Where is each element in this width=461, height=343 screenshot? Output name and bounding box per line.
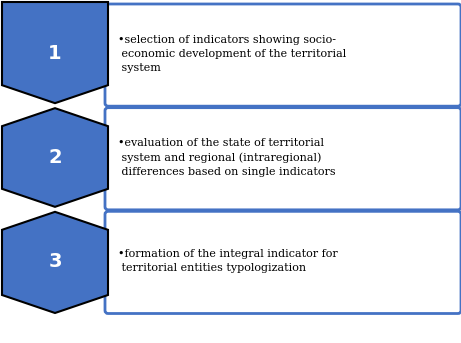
Polygon shape: [2, 108, 108, 207]
Text: •formation of the integral indicator for
 territorial entities typologization: •formation of the integral indicator for…: [118, 249, 338, 273]
Text: 2: 2: [48, 148, 62, 167]
FancyBboxPatch shape: [105, 4, 461, 106]
Text: 3: 3: [48, 252, 62, 271]
FancyBboxPatch shape: [105, 211, 461, 314]
Polygon shape: [2, 212, 108, 313]
Polygon shape: [2, 2, 108, 103]
Text: •evaluation of the state of territorial
 system and regional (intraregional)
 di: •evaluation of the state of territorial …: [118, 138, 336, 177]
Text: 1: 1: [48, 44, 62, 63]
FancyBboxPatch shape: [105, 108, 461, 210]
Text: •selection of indicators showing socio-
 economic development of the territorial: •selection of indicators showing socio- …: [118, 35, 346, 73]
